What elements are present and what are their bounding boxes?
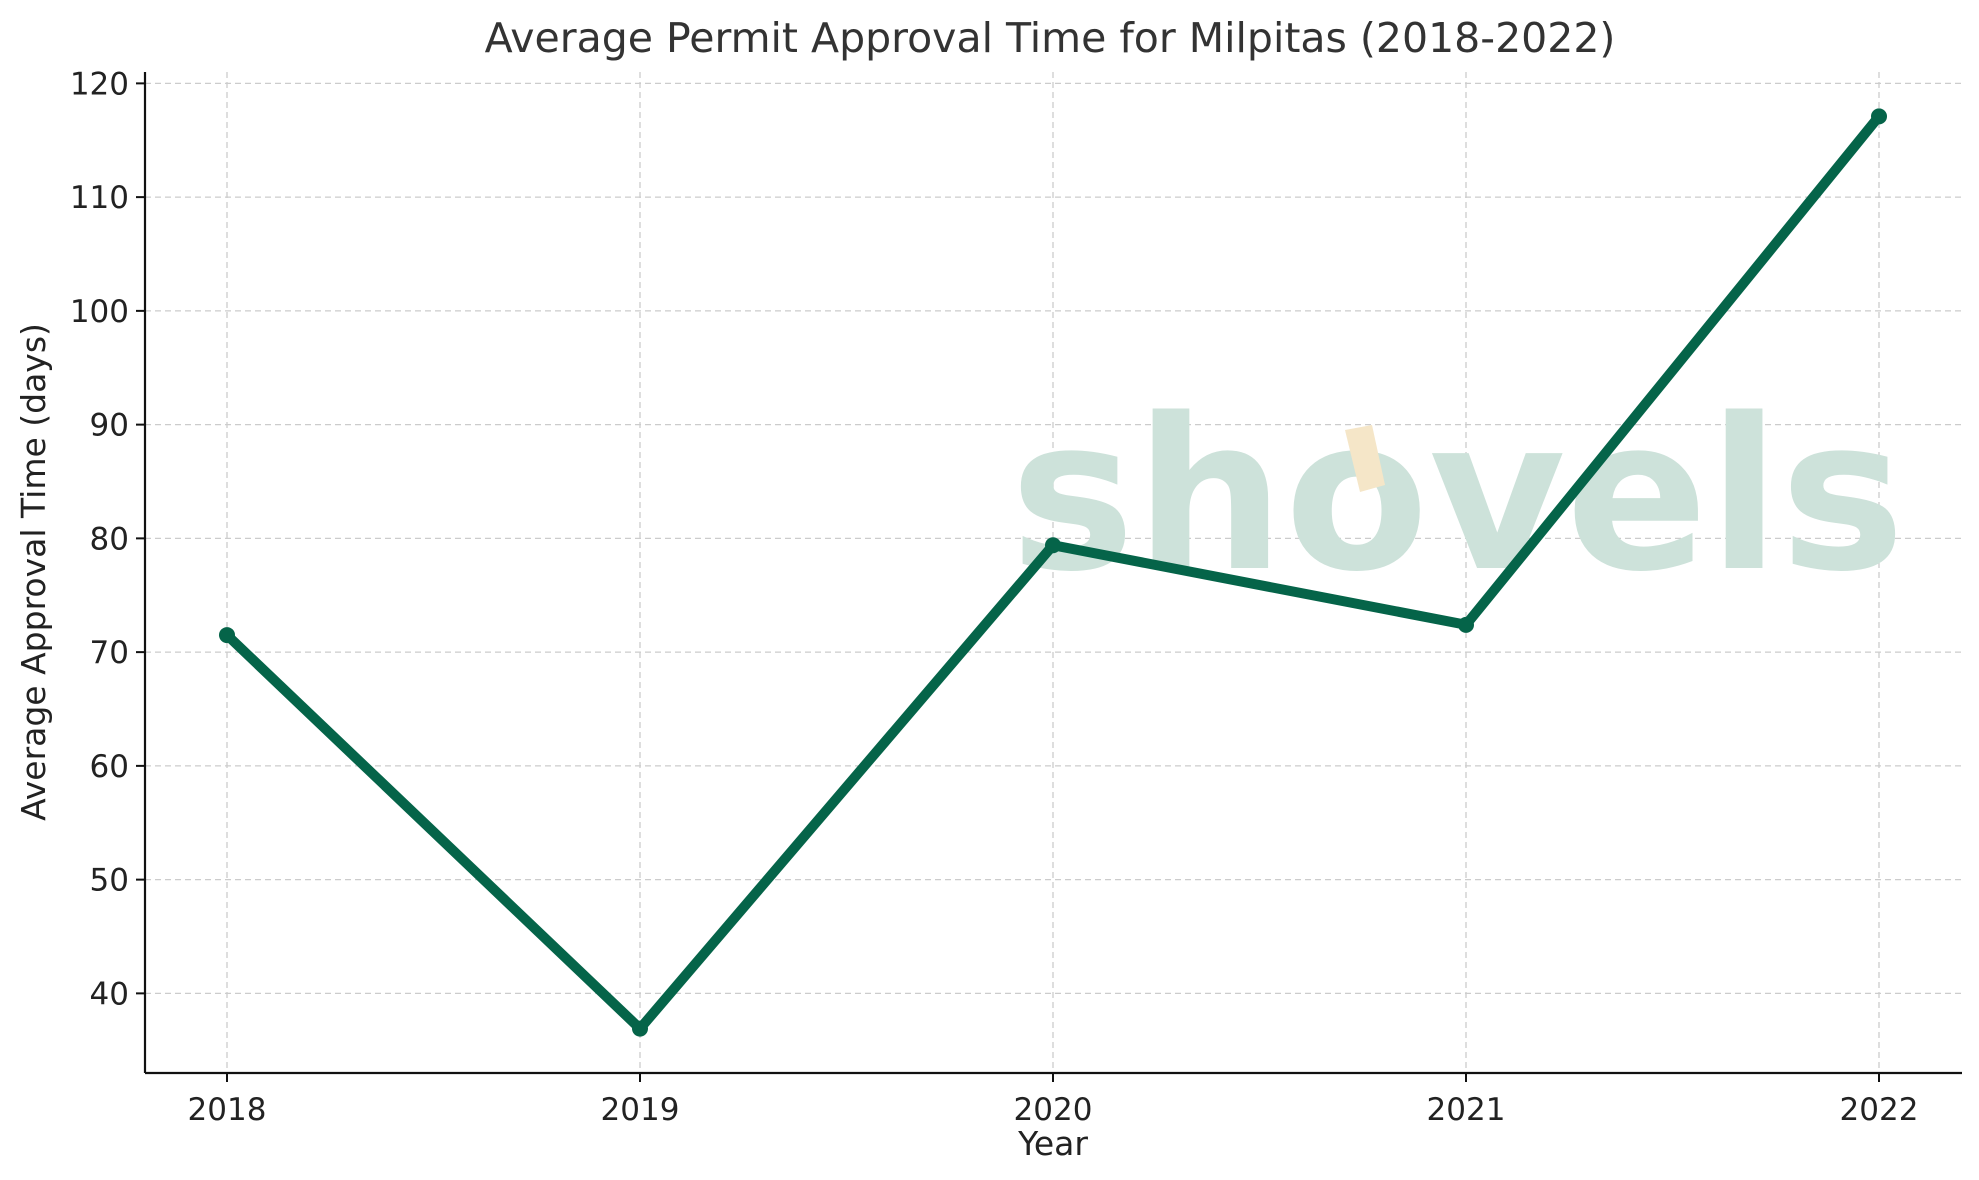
x-axis-label: Year [1017, 1124, 1088, 1163]
y-tick-label: 70 [90, 635, 129, 671]
y-tick-label: 100 [70, 294, 129, 330]
data-point [1458, 616, 1474, 633]
y-tick-label: 40 [90, 976, 129, 1012]
x-tick-label: 2018 [188, 1092, 267, 1128]
series-layer [219, 108, 1887, 1037]
grid-lines [145, 72, 1962, 1073]
y-tick-label: 60 [90, 749, 129, 785]
shovel-blade-icon [1345, 425, 1385, 492]
y-tick-label: 90 [90, 408, 129, 444]
shovels-watermark: shovels [1010, 373, 1905, 618]
data-point [1045, 537, 1061, 554]
x-tick-label: 2020 [1014, 1092, 1093, 1128]
y-tick-label: 110 [70, 180, 129, 216]
chart-title: Average Permit Approval Time for Milpita… [485, 14, 1616, 62]
data-point [1871, 108, 1887, 125]
x-axis-ticks: 2018 2019 2020 2021 2022 [188, 1073, 1919, 1128]
x-tick-label: 2022 [1840, 1092, 1919, 1128]
y-axis-label: Average Approval Time (days) [14, 323, 53, 821]
y-tick-label: 50 [90, 863, 129, 899]
y-tick-label: 80 [90, 521, 129, 557]
y-axis-ticks: 40 50 60 70 80 90 100 110 120 [70, 66, 145, 1012]
y-tick-label: 120 [70, 66, 129, 102]
x-tick-label: 2021 [1427, 1092, 1506, 1128]
watermark-logo-text: shovels [1010, 373, 1905, 618]
x-tick-label: 2019 [601, 1092, 680, 1128]
data-point [219, 627, 235, 644]
data-point [632, 1020, 648, 1037]
